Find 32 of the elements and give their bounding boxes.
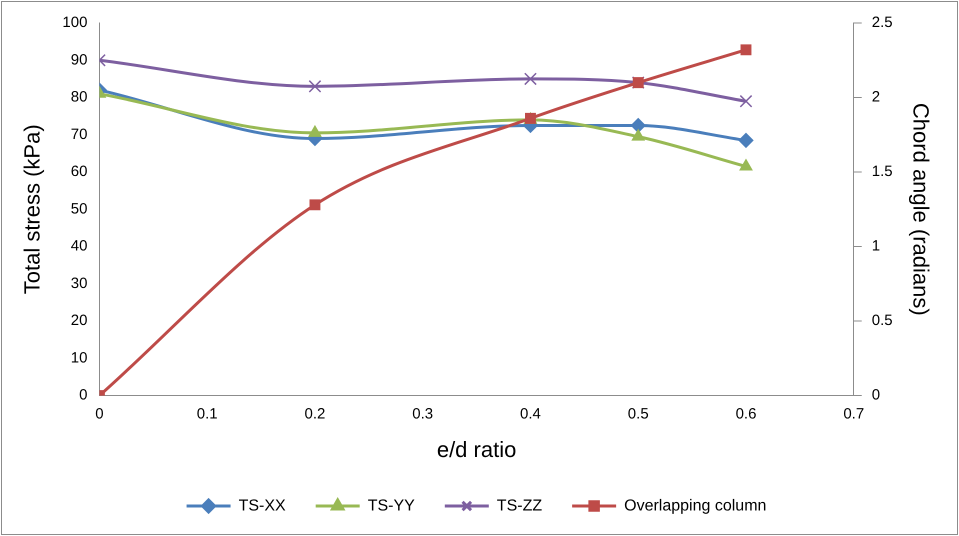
x-tick-label: 0.7 [843,406,864,423]
y-tick-label: 0 [79,386,88,404]
x-tick-label: 0.5 [628,406,649,423]
x-tick-label: 0.4 [520,406,541,423]
y-tick-label: 30 [70,274,88,292]
x-tick-label: 0.6 [736,406,756,423]
y-tick-label: 40 [70,238,88,255]
y2-tick-label: 0 [872,386,880,404]
y2-axis-title: Chord angle (radians) [908,102,934,316]
x-axis-title: e/d ratio [436,436,516,462]
y2-tick-label: 2.5 [872,14,893,32]
y2-tick-label: 2 [872,88,880,106]
x-tick-label: 0.1 [196,406,218,423]
y-tick-label: 10 [70,349,88,366]
y-tick-label: 90 [70,51,88,68]
y-tick-label: 60 [70,163,88,180]
legend-label: TS-XX [238,497,286,514]
y-tick-label: 70 [70,126,88,143]
y-tick-label: 50 [70,200,88,218]
legend-label: Overlapping column [624,497,766,514]
legend-label: TS-ZZ [496,497,542,514]
y2-tick-label: 1 [872,238,880,255]
y2-tick-label: 1.5 [872,163,893,180]
x-tick-label: 0.3 [412,406,434,423]
x-tick-label: 0 [95,406,104,423]
x-tick-label: 0.2 [304,406,326,423]
y-tick-label: 100 [62,14,88,32]
y-tick-label: 20 [70,312,88,330]
legend-label: TS-YY [368,497,416,514]
y-tick-label: 80 [70,88,88,106]
y2-tick-label: 0.5 [872,312,893,330]
y-axis-title: Total stress (kPa) [19,124,44,294]
